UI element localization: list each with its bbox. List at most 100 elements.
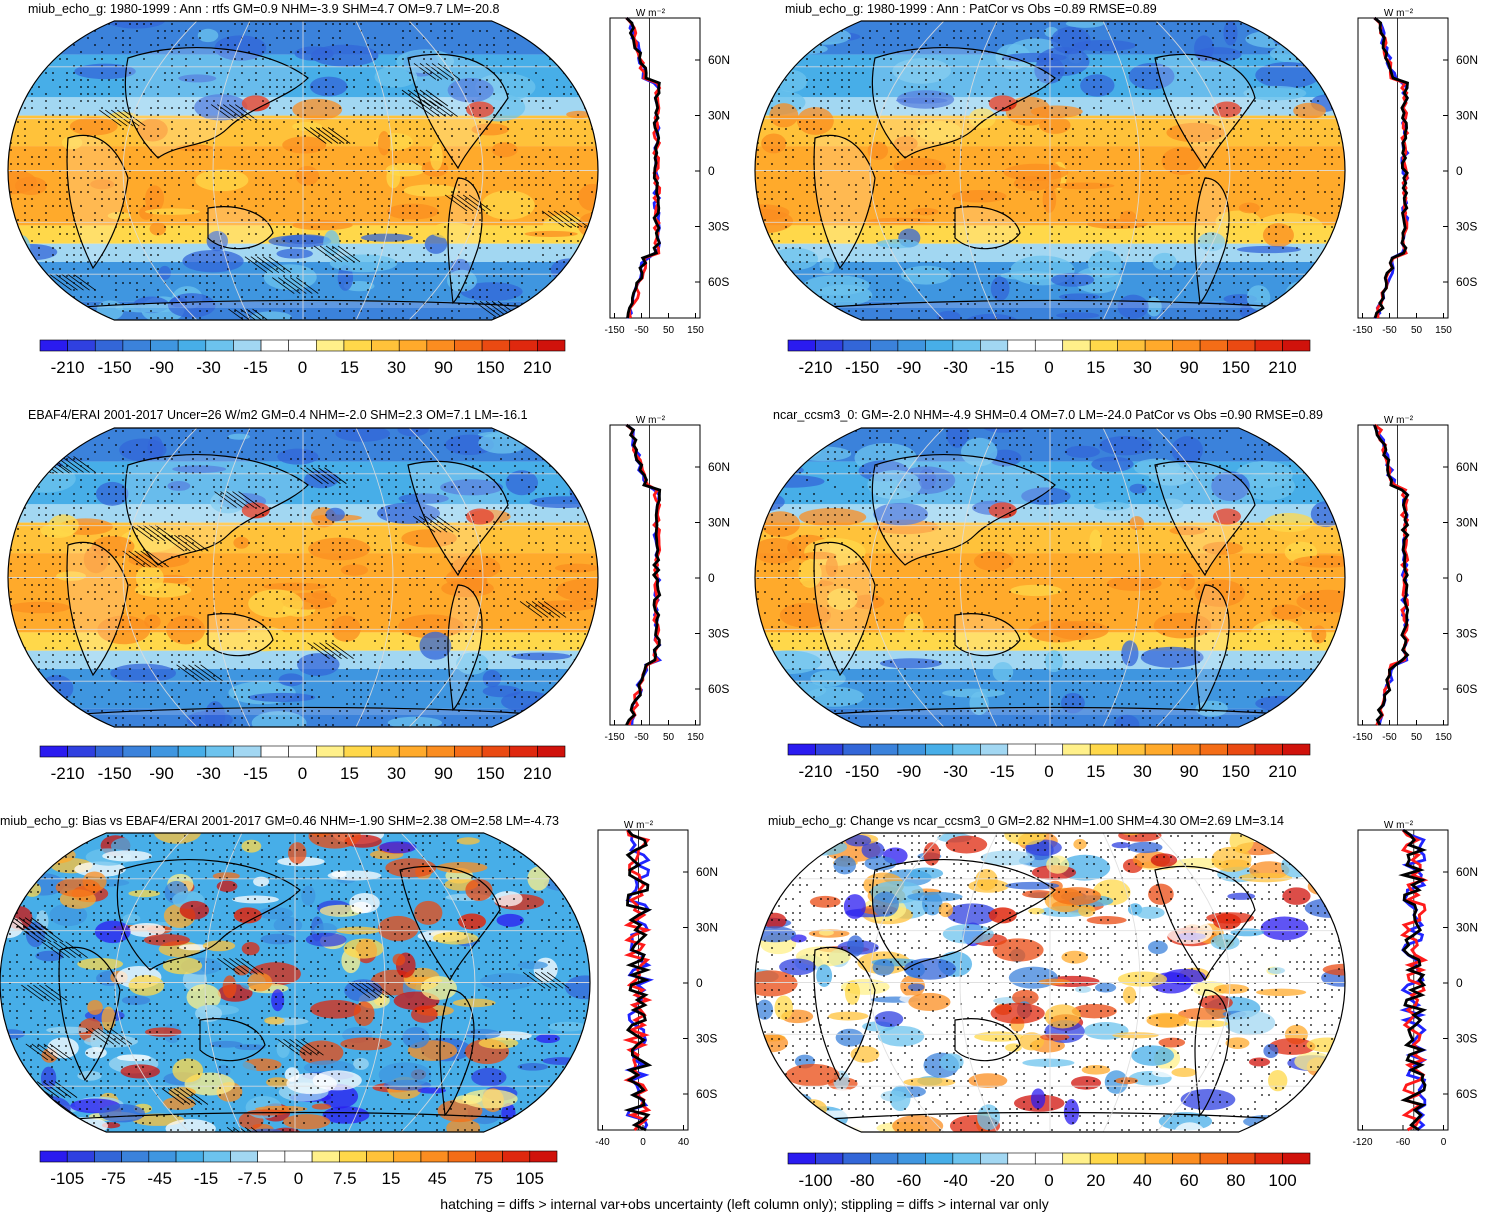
colorbar-label: 90: [434, 358, 453, 377]
colorbar-label: 0: [1044, 762, 1053, 781]
colorbar-label: 90: [1180, 358, 1199, 377]
colorbar-label: 30: [1133, 762, 1152, 781]
profile-curve: [625, 423, 662, 726]
colorbar-label: 150: [476, 764, 504, 783]
colorbar: -210 -150 -90 -30 -15 0 15 30 90 150 210: [39, 339, 566, 377]
colorbar-label: -40: [943, 1171, 968, 1190]
lat-tick-label: 0: [1456, 164, 1463, 178]
colorbar-label: 60: [1180, 1171, 1199, 1190]
panel-title: miub_echo_g: Bias vs EBAF4/ERAI 2001-201…: [0, 814, 559, 828]
colorbar-label: 40: [1133, 1171, 1152, 1190]
profile-x-tick: 50: [1411, 325, 1423, 336]
colorbar-label: -15: [194, 1169, 219, 1188]
colorbar-label: -90: [149, 764, 174, 783]
colorbar-label: -15: [243, 358, 268, 377]
lat-tick-label: 30S: [1456, 1032, 1477, 1046]
profile-unit: W m⁻²: [1384, 8, 1414, 19]
colorbar-label: -80: [850, 1171, 875, 1190]
colorbar-label: 15: [340, 764, 359, 783]
colorbar-label: -15: [990, 762, 1015, 781]
profile-x-tick: 150: [1435, 732, 1452, 743]
profile-curve: [625, 16, 662, 319]
colorbar-label: 210: [1268, 358, 1296, 377]
zonal-mean-profile: W m⁻² 60N 30N 0 30S 60S -150 -50 50 150: [604, 8, 730, 336]
lat-tick-label: 30N: [1456, 516, 1478, 530]
panel-title: miub_echo_g: Change vs ncar_ccsm3_0 GM=2…: [768, 814, 1284, 828]
colorbar: -100 -80 -60 -40 -20 0 20 40 60 80 100: [787, 1152, 1311, 1190]
robinson-map: [7, 20, 599, 321]
lat-tick-label: 0: [1456, 571, 1463, 585]
colorbar-label: 0: [294, 1169, 303, 1188]
colorbar: -210 -150 -90 -30 -15 0 15 30 90 150 210: [787, 339, 1311, 377]
profile-x-tick: 50: [1411, 732, 1423, 743]
colorbar-label: 90: [1180, 762, 1199, 781]
profile-x-tick: -150: [1352, 325, 1372, 336]
lat-tick-label: 60N: [708, 53, 730, 67]
colorbar-label: -20: [990, 1171, 1015, 1190]
lat-tick-label: 60N: [1456, 53, 1478, 67]
footnote: hatching = diffs > internal var+obs unce…: [440, 1196, 1049, 1212]
colorbar-label: 150: [476, 358, 504, 377]
lat-tick-label: 60N: [1456, 865, 1478, 879]
colorbar-label: -150: [845, 358, 879, 377]
profile-curve: [1398, 828, 1428, 1132]
colorbar-label: 210: [523, 764, 551, 783]
colorbar-label: -30: [196, 358, 221, 377]
colorbar-label: -60: [897, 1171, 922, 1190]
colorbar-label: 0: [298, 358, 307, 377]
colorbar-label: 210: [1268, 762, 1296, 781]
colorbar-label: 105: [516, 1169, 544, 1188]
profile-unit: W m⁻²: [636, 8, 666, 19]
profile-x-tick: 150: [1435, 325, 1452, 336]
colorbar-label: -7.5: [238, 1169, 267, 1188]
profile-x-tick: -50: [1382, 732, 1397, 743]
colorbar-label: -150: [845, 762, 879, 781]
colorbar-label: 150: [1222, 762, 1250, 781]
colorbar-label: 15: [382, 1169, 401, 1188]
profile-x-tick: 0: [1441, 1137, 1447, 1148]
panel-title: miub_echo_g: 1980-1999 : Ann : PatCor vs…: [785, 2, 1157, 16]
lat-tick-label: 0: [708, 571, 715, 585]
colorbar-label: 100: [1268, 1171, 1296, 1190]
profile-curve: [625, 17, 662, 319]
profile-unit: W m⁻²: [1384, 415, 1414, 426]
colorbar-label: 150: [1222, 358, 1250, 377]
lat-tick-label: 0: [696, 976, 703, 990]
colorbar-label: -30: [943, 762, 968, 781]
profile-x-tick: -50: [1382, 325, 1397, 336]
lat-tick-label: 30S: [1456, 627, 1477, 641]
profile-x-tick: -60: [1396, 1137, 1411, 1148]
lat-tick-label: 60S: [1456, 682, 1477, 696]
profile-x-tick: -50: [634, 732, 649, 743]
colorbar-label: -90: [897, 762, 922, 781]
colorbar-label: 0: [1044, 358, 1053, 377]
colorbar-label: -90: [897, 358, 922, 377]
colorbar-label: -45: [147, 1169, 172, 1188]
robinson-map: [754, 20, 1346, 321]
zonal-mean-profile: W m⁻² 60N 30N 0 30S 60S -150 -50 50 150: [1352, 415, 1478, 743]
colorbar-label: 7.5: [333, 1169, 357, 1188]
lat-tick-label: 30N: [1456, 109, 1478, 123]
colorbar-label: -30: [196, 764, 221, 783]
colorbar: -210 -150 -90 -30 -15 0 15 30 90 150 210: [787, 743, 1311, 781]
profile-x-tick: -150: [604, 732, 624, 743]
colorbar-label: -105: [50, 1169, 84, 1188]
robinson-map: [7, 427, 599, 728]
colorbar-label: 20: [1086, 1171, 1105, 1190]
profile-unit: W m⁻²: [624, 820, 654, 831]
lat-tick-label: 30N: [708, 516, 730, 530]
colorbar-label: -210: [51, 358, 85, 377]
lat-tick-label: 0: [708, 164, 715, 178]
colorbar-label: 30: [387, 358, 406, 377]
colorbar-label: -100: [798, 1171, 832, 1190]
profile-x-tick: 150: [687, 732, 704, 743]
colorbar-label: -210: [798, 762, 832, 781]
colorbar-label: 90: [434, 764, 453, 783]
colorbar-label: 15: [1086, 762, 1105, 781]
profile-unit: W m⁻²: [1384, 820, 1414, 831]
robinson-map: [0, 832, 591, 1133]
profile-x-tick: 50: [663, 732, 675, 743]
lat-tick-label: 60S: [708, 682, 729, 696]
panel-title: ncar_ccsm3_0: GM=-2.0 NHM=-4.9 SHM=0.4 O…: [773, 408, 1323, 422]
colorbar-label: -210: [51, 764, 85, 783]
